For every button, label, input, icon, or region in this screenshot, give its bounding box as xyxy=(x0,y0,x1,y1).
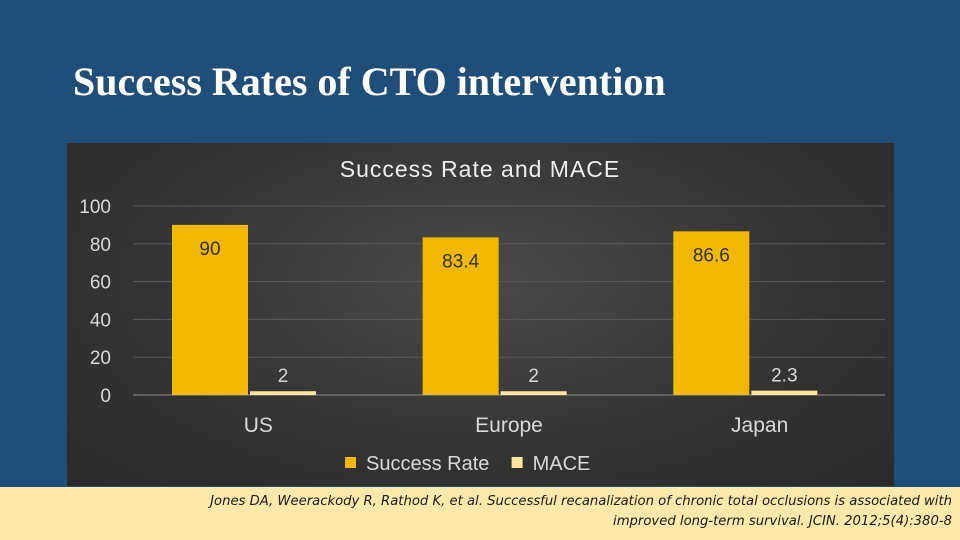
chart-title: Success Rate and MACE xyxy=(340,156,621,182)
legend-label: MACE xyxy=(533,453,591,475)
y-tick-label: 100 xyxy=(79,197,111,218)
legend-swatch xyxy=(345,457,356,468)
bar-mace-us xyxy=(250,391,316,395)
data-label-mace: 2 xyxy=(278,366,289,387)
data-label-mace: 2.3 xyxy=(771,366,797,387)
chart-panel: Success Rate and MACE 0 20 40 60 80 100 90 2 US 83… xyxy=(67,143,894,486)
bar-success-rate-europe xyxy=(422,237,499,395)
data-label-success-rate: 90 xyxy=(199,239,220,260)
x-tick-label: Japan xyxy=(731,414,788,437)
data-label-mace: 2 xyxy=(528,366,539,387)
legend-swatch xyxy=(511,457,523,468)
citation-line-1: Jones DA, Weerackody R, Rathod K, et al.… xyxy=(210,494,952,509)
y-tick-label: 80 xyxy=(90,235,111,256)
y-tick-label: 20 xyxy=(90,348,111,369)
bar-mace-europe xyxy=(500,391,567,395)
y-tick-label: 40 xyxy=(90,310,111,331)
y-tick-label: 0 xyxy=(100,386,111,407)
bar-success-rate-us xyxy=(172,224,248,395)
x-tick-label: US xyxy=(244,414,273,437)
chart-svg: Success Rate and MACE 0 20 40 60 80 100 90 2 US 83… xyxy=(79,156,885,475)
y-tick-label: 60 xyxy=(90,273,111,294)
data-label-success-rate: 83.4 xyxy=(442,251,479,272)
slide-title: Success Rates of CTO intervention xyxy=(73,59,666,104)
bar-success-rate-japan xyxy=(673,231,750,395)
x-tick-label: Europe xyxy=(475,414,543,437)
citation: Jones DA, Weerackody R, Rathod K, et al.… xyxy=(0,487,960,540)
bar-mace-japan xyxy=(751,390,818,395)
data-label-success-rate: 86.6 xyxy=(693,245,730,266)
citation-line-2: improved long-term survival. JCIN. 2012;… xyxy=(613,514,952,529)
legend-label: Success Rate xyxy=(366,453,489,475)
